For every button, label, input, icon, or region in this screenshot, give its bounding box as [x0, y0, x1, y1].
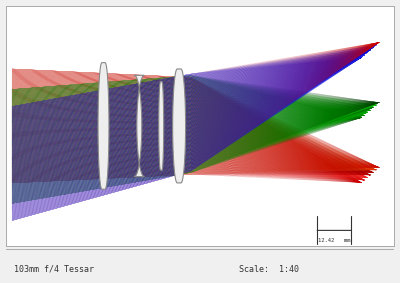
Polygon shape — [159, 82, 164, 170]
Text: 103mm f/4 Tessar: 103mm f/4 Tessar — [14, 265, 94, 274]
Polygon shape — [134, 75, 144, 177]
Text: 12.42   mm: 12.42 mm — [318, 238, 350, 243]
Polygon shape — [98, 63, 109, 189]
Text: Scale:  1:40: Scale: 1:40 — [239, 265, 299, 274]
Polygon shape — [173, 69, 186, 183]
